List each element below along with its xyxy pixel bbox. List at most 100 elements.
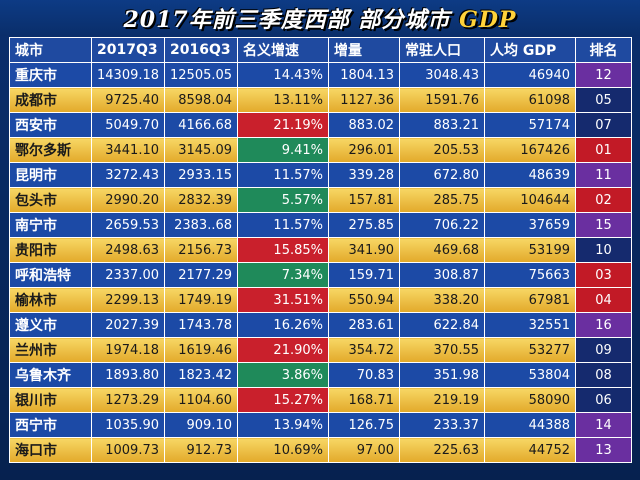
cell-increment: 550.94 — [328, 287, 400, 313]
cell-population: 308.87 — [399, 262, 485, 288]
table-row: 海口市 1009.73 912.73 10.69% 97.00 225.63 44752 13 — [9, 437, 632, 463]
title-bar: 2017年前三季度西部 部分城市 GDP — [0, 0, 640, 36]
cell-rank: 05 — [575, 87, 632, 113]
cell-2016q3: 4166.68 — [164, 112, 238, 138]
cell-per-capita-gdp: 167426 — [484, 137, 576, 163]
cell-2016q3: 1104.60 — [164, 387, 238, 413]
cell-increment: 157.81 — [328, 187, 400, 213]
cell-per-capita-gdp: 37659 — [484, 212, 576, 238]
cell-2017q3: 1035.90 — [91, 412, 165, 438]
cell-population: 622.84 — [399, 312, 485, 338]
cell-increment: 1127.36 — [328, 87, 400, 113]
gdp-table: 城市 2017Q3 2016Q3 名义增速 增量 常驻人口 人均 GDP 排名 … — [9, 37, 632, 463]
table-row: 西宁市 1035.90 909.10 13.94% 126.75 233.37 44388 1… — [9, 412, 632, 438]
cell-population: 285.75 — [399, 187, 485, 213]
cell-growth: 21.90% — [237, 337, 329, 363]
cell-rank: 16 — [575, 312, 632, 338]
cell-rank: 09 — [575, 337, 632, 363]
page-title: 2017年前三季度西部 部分城市 GDP — [124, 2, 517, 34]
cell-growth: 16.26% — [237, 312, 329, 338]
cell-2017q3: 9725.40 — [91, 87, 165, 113]
cell-per-capita-gdp: 75663 — [484, 262, 576, 288]
cell-population: 1591.76 — [399, 87, 485, 113]
cell-2017q3: 2299.13 — [91, 287, 165, 313]
cell-city: 遵义市 — [9, 312, 92, 338]
cell-2016q3: 1619.46 — [164, 337, 238, 363]
cell-2016q3: 1823.42 — [164, 362, 238, 388]
table-row: 西安市 5049.70 4166.68 21.19% 883.02 883.21 57174… — [9, 112, 632, 138]
header-row: 城市 2017Q3 2016Q3 名义增速 增量 常驻人口 人均 GDP 排名 — [9, 37, 632, 63]
cell-population: 225.63 — [399, 437, 485, 463]
cell-population: 351.98 — [399, 362, 485, 388]
cell-city: 包头市 — [9, 187, 92, 213]
cell-population: 205.53 — [399, 137, 485, 163]
cell-2017q3: 2498.63 — [91, 237, 165, 263]
table-row: 榆林市 2299.13 1749.19 31.51% 550.94 338.20 67981… — [9, 287, 632, 313]
cell-2017q3: 1273.29 — [91, 387, 165, 413]
cell-rank: 13 — [575, 437, 632, 463]
cell-increment: 283.61 — [328, 312, 400, 338]
cell-2017q3: 2990.20 — [91, 187, 165, 213]
cell-growth: 9.41% — [237, 137, 329, 163]
cell-population: 469.68 — [399, 237, 485, 263]
cell-2016q3: 2832.39 — [164, 187, 238, 213]
table-row: 贵阳市 2498.63 2156.73 15.85% 341.90 469.68 53199… — [9, 237, 632, 263]
cell-2017q3: 14309.18 — [91, 62, 165, 88]
cell-increment: 354.72 — [328, 337, 400, 363]
cell-city: 南宁市 — [9, 212, 92, 238]
title-main: 2017年前三季度西部 部分城市 — [123, 7, 451, 33]
cell-growth: 21.19% — [237, 112, 329, 138]
cell-growth: 5.57% — [237, 187, 329, 213]
cell-population: 3048.43 — [399, 62, 485, 88]
cell-population: 219.19 — [399, 387, 485, 413]
cell-per-capita-gdp: 46940 — [484, 62, 576, 88]
cell-2017q3: 2337.00 — [91, 262, 165, 288]
cell-city: 昆明市 — [9, 162, 92, 188]
cell-2016q3: 2383..68 — [164, 212, 238, 238]
cell-population: 233.37 — [399, 412, 485, 438]
table-row: 重庆市 14309.18 12505.05 14.43% 1804.13 3048.43 4… — [9, 62, 632, 88]
cell-rank: 06 — [575, 387, 632, 413]
cell-2016q3: 3145.09 — [164, 137, 238, 163]
cell-city: 鄂尔多斯 — [9, 137, 92, 163]
cell-growth: 10.69% — [237, 437, 329, 463]
cell-increment: 296.01 — [328, 137, 400, 163]
cell-growth: 15.27% — [237, 387, 329, 413]
cell-2016q3: 2156.73 — [164, 237, 238, 263]
header-growth: 名义增速 — [237, 37, 329, 63]
cell-growth: 15.85% — [237, 237, 329, 263]
cell-2017q3: 2659.53 — [91, 212, 165, 238]
cell-2016q3: 12505.05 — [164, 62, 238, 88]
cell-per-capita-gdp: 53804 — [484, 362, 576, 388]
cell-rank: 10 — [575, 237, 632, 263]
cell-per-capita-gdp: 104644 — [484, 187, 576, 213]
cell-city: 乌鲁木齐 — [9, 362, 92, 388]
table-row: 银川市 1273.29 1104.60 15.27% 168.71 219.19 58090… — [9, 387, 632, 413]
cell-increment: 70.83 — [328, 362, 400, 388]
cell-2016q3: 1749.19 — [164, 287, 238, 313]
cell-2016q3: 2177.29 — [164, 262, 238, 288]
cell-rank: 02 — [575, 187, 632, 213]
cell-increment: 159.71 — [328, 262, 400, 288]
header-population: 常驻人口 — [399, 37, 485, 63]
cell-2016q3: 2933.15 — [164, 162, 238, 188]
cell-per-capita-gdp: 32551 — [484, 312, 576, 338]
cell-growth: 7.34% — [237, 262, 329, 288]
cell-2017q3: 3272.43 — [91, 162, 165, 188]
cell-city: 重庆市 — [9, 62, 92, 88]
header-2016q3: 2016Q3 — [164, 37, 238, 63]
cell-increment: 97.00 — [328, 437, 400, 463]
cell-city: 呼和浩特 — [9, 262, 92, 288]
title-suffix: GDP — [459, 7, 517, 33]
cell-increment: 1804.13 — [328, 62, 400, 88]
cell-increment: 168.71 — [328, 387, 400, 413]
table-row: 成都市 9725.40 8598.04 13.11% 1127.36 1591.76 610… — [9, 87, 632, 113]
cell-2017q3: 5049.70 — [91, 112, 165, 138]
cell-increment: 275.85 — [328, 212, 400, 238]
header-increment: 增量 — [328, 37, 400, 63]
table-row: 包头市 2990.20 2832.39 5.57% 157.81 285.75 104644… — [9, 187, 632, 213]
cell-increment: 339.28 — [328, 162, 400, 188]
cell-rank: 15 — [575, 212, 632, 238]
cell-per-capita-gdp: 57174 — [484, 112, 576, 138]
